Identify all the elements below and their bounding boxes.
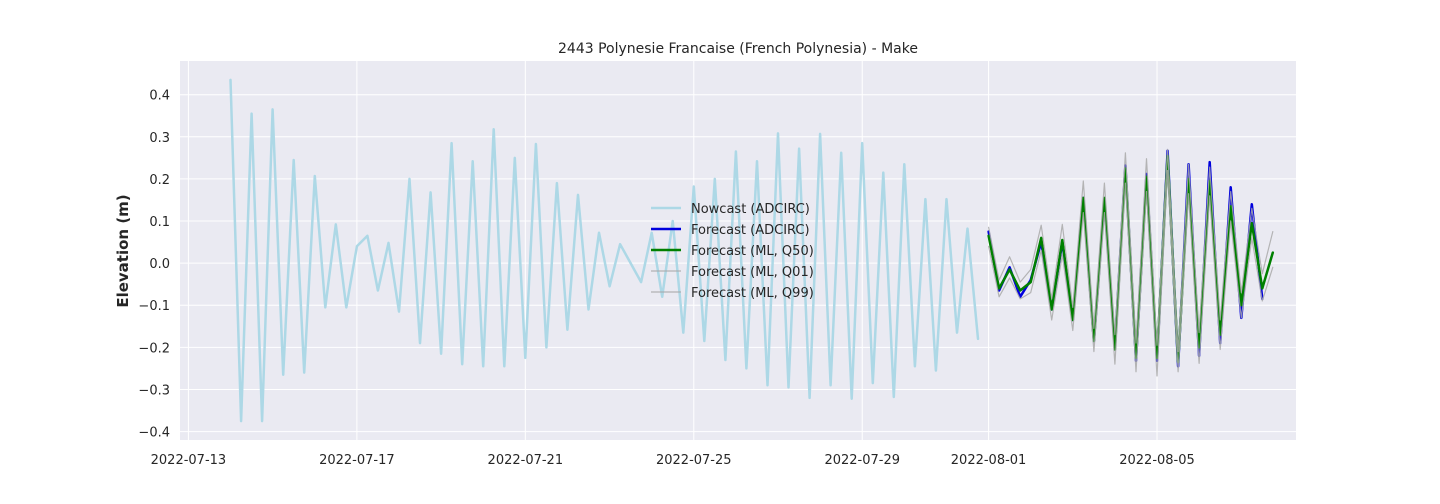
legend-label: Forecast (ML, Q99): [691, 286, 814, 301]
y-tick-label: 0.1: [149, 215, 170, 230]
legend: Nowcast (ADCIRC) Forecast (ADCIRC) Forecas…: [651, 202, 814, 301]
legend-label: Nowcast (ADCIRC): [691, 202, 810, 217]
series-line-3: [987, 154, 1275, 364]
y-axis-label: Elevation (m): [114, 194, 132, 307]
y-tick-label: 0.4: [149, 89, 170, 104]
legend-label: Forecast (ADCIRC): [691, 223, 810, 238]
x-tick-label: 2022-07-17: [319, 453, 395, 468]
legend-label: Forecast (ML, Q01): [691, 265, 814, 280]
series-layer: [229, 78, 1275, 423]
x-tick-label: 2022-08-05: [1119, 453, 1195, 468]
x-tick-label: 2022-08-01: [951, 453, 1027, 468]
y-tick-label: 0.0: [149, 257, 170, 272]
y-tick-label: −0.3: [138, 383, 170, 398]
series-line-5: [987, 148, 1274, 353]
series-line-1: [229, 78, 980, 423]
legend-label: Forecast (ML, Q50): [691, 244, 814, 259]
y-tick-label: 0.2: [149, 173, 170, 188]
y-tick-label: −0.4: [138, 426, 170, 441]
x-tick-label: 2022-07-25: [656, 453, 732, 468]
x-tick-label: 2022-07-13: [151, 453, 227, 468]
y-tick-label: −0.2: [138, 341, 170, 356]
chart-title: 2443 Polynesie Francaise (French Polynes…: [558, 41, 918, 57]
x-tick-label: 2022-07-21: [488, 453, 564, 468]
plot-background: [180, 61, 1296, 440]
y-tick-label: −0.1: [138, 299, 170, 314]
y-tick-label: 0.3: [149, 131, 170, 146]
series-line-4: [987, 169, 1274, 377]
x-tick-label: 2022-07-29: [824, 453, 900, 468]
y-tick-labels: 0.4 0.3 0.2 0.1 0.0 −0.1 −0.2 −0.3 −0.4: [138, 89, 170, 441]
x-tick-labels: 2022-07-13 2022-07-17 2022-07-21 2022-07-25…: [151, 453, 1195, 468]
